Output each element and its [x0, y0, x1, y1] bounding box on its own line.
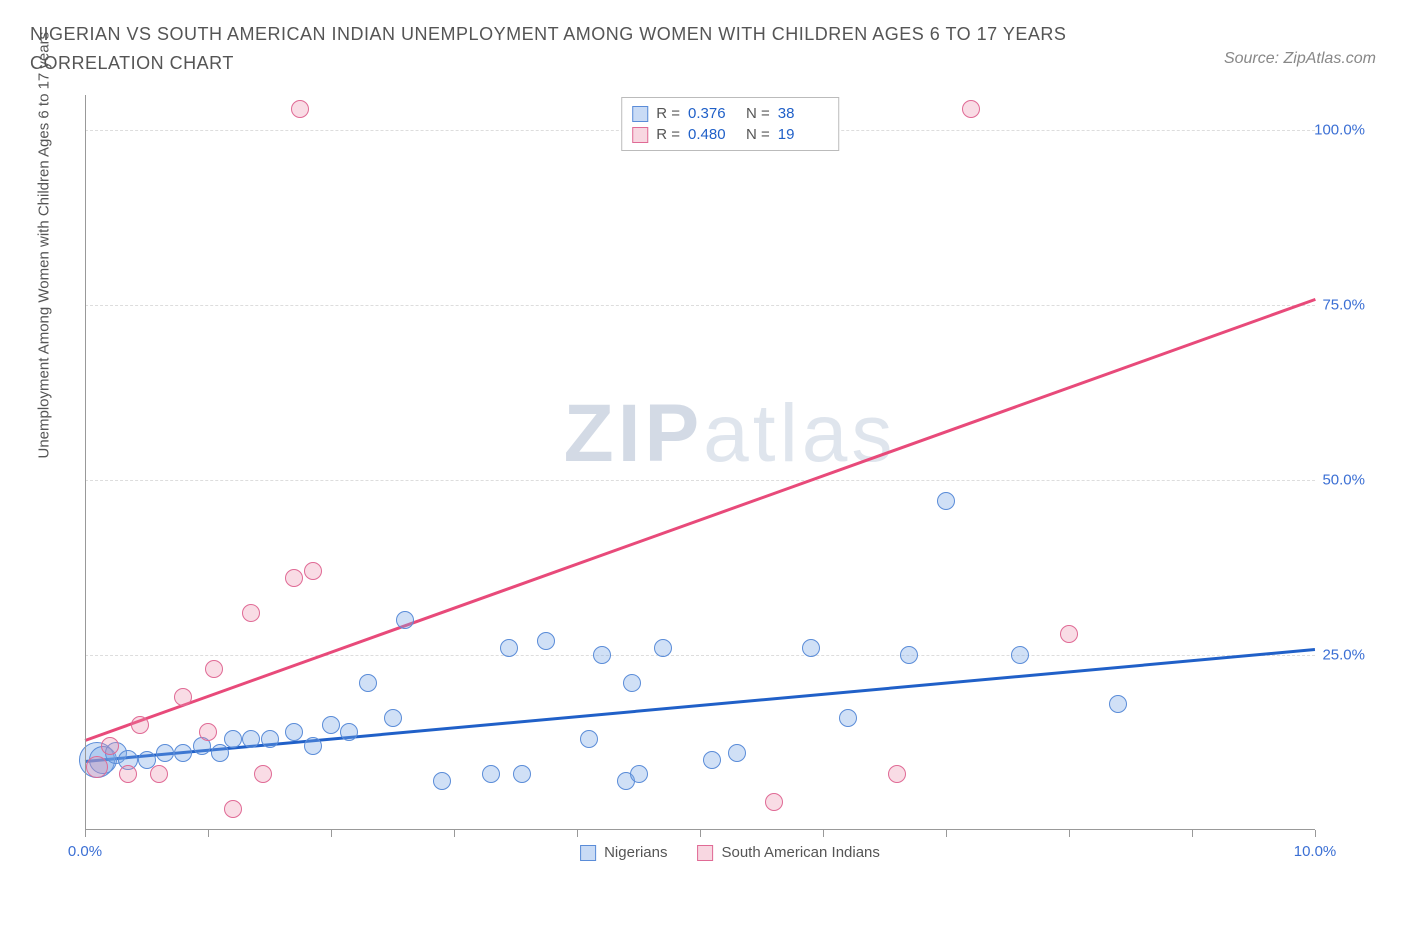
- grid-line: [85, 305, 1315, 306]
- data-point: [156, 744, 174, 762]
- source-label: Source: ZipAtlas.com: [1224, 50, 1376, 68]
- data-point: [322, 716, 340, 734]
- data-point: [205, 660, 223, 678]
- x-tick: [208, 830, 209, 837]
- legend: Nigerians South American Indians: [580, 844, 880, 861]
- grid-line: [85, 480, 1315, 481]
- legend-label-nigerians: Nigerians: [604, 844, 667, 861]
- x-axis-line: [85, 829, 1315, 830]
- data-point: [261, 730, 279, 748]
- data-point: [291, 100, 309, 118]
- data-point: [119, 765, 137, 783]
- data-point: [174, 688, 192, 706]
- x-tick: [577, 830, 578, 837]
- legend-label-sai: South American Indians: [721, 844, 879, 861]
- data-point: [384, 709, 402, 727]
- chart-title: NIGERIAN VS SOUTH AMERICAN INDIAN UNEMPL…: [30, 20, 1130, 78]
- swatch-pink-icon: [632, 127, 648, 143]
- r-value-nigerians: 0.376: [688, 105, 738, 122]
- data-point: [1109, 695, 1127, 713]
- data-point: [174, 744, 192, 762]
- legend-swatch-blue-icon: [580, 845, 596, 861]
- stats-row-nigerians: R = 0.376 N = 38: [632, 103, 828, 124]
- data-point: [654, 639, 672, 657]
- x-tick-label: 0.0%: [68, 843, 102, 860]
- data-point: [224, 730, 242, 748]
- swatch-blue-icon: [632, 106, 648, 122]
- data-point: [131, 716, 149, 734]
- legend-item-nigerians: Nigerians: [580, 844, 667, 861]
- data-point: [703, 751, 721, 769]
- n-value-sai: 19: [778, 126, 828, 143]
- stats-row-sai: R = 0.480 N = 19: [632, 124, 828, 145]
- y-axis-line: [85, 95, 86, 830]
- data-point: [513, 765, 531, 783]
- data-point: [304, 737, 322, 755]
- y-tick-label: 75.0%: [1322, 297, 1365, 314]
- data-point: [433, 772, 451, 790]
- x-tick: [1192, 830, 1193, 837]
- data-point: [537, 632, 555, 650]
- data-point: [937, 492, 955, 510]
- data-point: [101, 737, 119, 755]
- data-point: [500, 639, 518, 657]
- trend-line-sai: [85, 298, 1316, 741]
- data-point: [765, 793, 783, 811]
- data-point: [802, 639, 820, 657]
- data-point: [86, 756, 108, 778]
- n-value-nigerians: 38: [778, 105, 828, 122]
- data-point: [580, 730, 598, 748]
- y-axis-label: Unemployment Among Women with Children A…: [36, 32, 53, 459]
- data-point: [593, 646, 611, 664]
- data-point: [359, 674, 377, 692]
- x-tick: [454, 830, 455, 837]
- x-tick: [700, 830, 701, 837]
- data-point: [962, 100, 980, 118]
- grid-line: [85, 655, 1315, 656]
- data-point: [254, 765, 272, 783]
- x-tick: [1315, 830, 1316, 837]
- data-point: [242, 730, 260, 748]
- data-point: [340, 723, 358, 741]
- x-tick: [85, 830, 86, 837]
- data-point: [285, 723, 303, 741]
- y-tick-label: 25.0%: [1322, 647, 1365, 664]
- correlation-stats-box: R = 0.376 N = 38 R = 0.480 N = 19: [621, 97, 839, 151]
- data-point: [304, 562, 322, 580]
- data-point: [1060, 625, 1078, 643]
- x-tick: [1069, 830, 1070, 837]
- x-tick: [823, 830, 824, 837]
- x-tick: [331, 830, 332, 837]
- n-label2: N =: [746, 126, 770, 143]
- data-point: [839, 709, 857, 727]
- data-point: [211, 744, 229, 762]
- y-tick-label: 50.0%: [1322, 472, 1365, 489]
- data-point: [1011, 646, 1029, 664]
- data-point: [150, 765, 168, 783]
- y-tick-label: 100.0%: [1314, 122, 1365, 139]
- x-tick: [946, 830, 947, 837]
- chart-plot-area: ZIPatlas 25.0%50.0%75.0%100.0%0.0%10.0% …: [85, 95, 1375, 865]
- data-point: [888, 765, 906, 783]
- n-label: N =: [746, 105, 770, 122]
- r-value-sai: 0.480: [688, 126, 738, 143]
- data-point: [728, 744, 746, 762]
- data-point: [242, 604, 260, 622]
- r-label: R =: [656, 105, 680, 122]
- data-point: [199, 723, 217, 741]
- legend-swatch-pink-icon: [697, 845, 713, 861]
- data-point: [285, 569, 303, 587]
- data-point: [482, 765, 500, 783]
- data-point: [630, 765, 648, 783]
- r-label2: R =: [656, 126, 680, 143]
- legend-item-sai: South American Indians: [697, 844, 879, 861]
- data-point: [623, 674, 641, 692]
- data-point: [224, 800, 242, 818]
- x-tick-label: 10.0%: [1294, 843, 1337, 860]
- data-point: [900, 646, 918, 664]
- data-point: [396, 611, 414, 629]
